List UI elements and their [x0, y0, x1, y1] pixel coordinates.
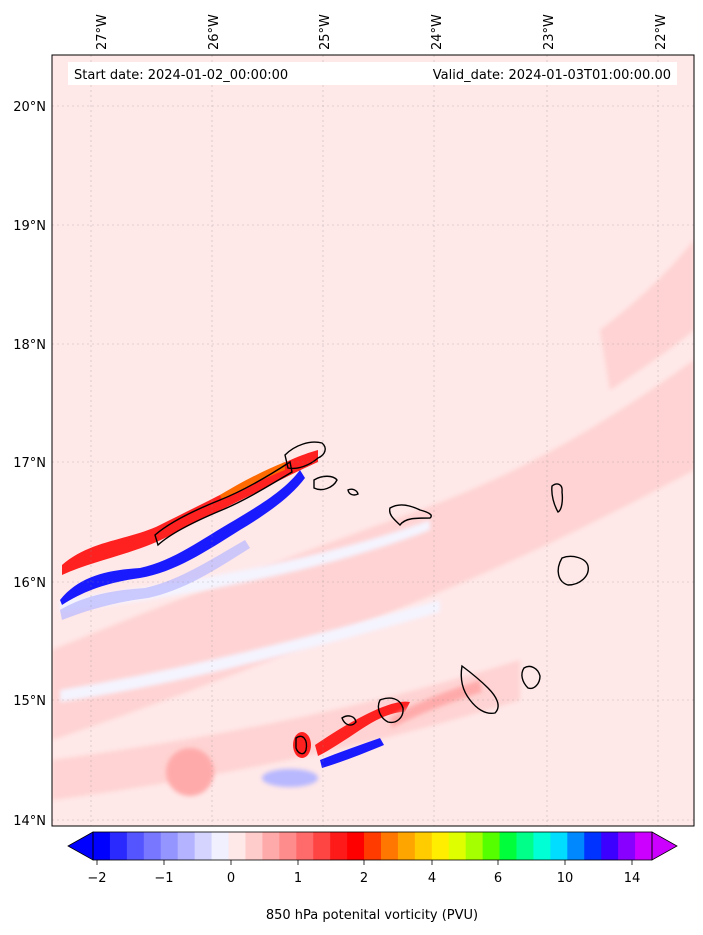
island-vortex-outline [295, 735, 308, 755]
valid-date-label: Valid_date: 2024-01-03T01:00:00.00 [433, 68, 671, 83]
date-header-box [68, 62, 677, 85]
vorticity-band-main [52, 360, 694, 740]
start-date-label: Start date: 2024-01-02_00:00:00 [74, 68, 288, 83]
colorbar-cell [414, 832, 433, 860]
island-sao-nicolau [388, 504, 432, 527]
island-santiago [460, 664, 499, 715]
lat-label: 20°N [13, 100, 46, 115]
island-ribbon-outline [154, 460, 293, 547]
lon-label: 24°W [430, 14, 445, 50]
colorbar-cell [262, 832, 280, 860]
map-panel [52, 55, 694, 826]
lon-label: 25°W [318, 14, 333, 50]
colorbar-cell [330, 832, 348, 860]
colorbar-cells [93, 832, 653, 860]
colorbar-cell [194, 832, 213, 860]
latitude-labels: 20°N 19°N 18°N 17°N 16°N 15°N 14°N [13, 100, 46, 829]
south-east-wake [390, 680, 482, 728]
colorbar-cell [550, 832, 568, 860]
lat-label: 17°N [13, 456, 46, 471]
colorbar-cell [465, 832, 484, 860]
lat-label: 16°N [13, 576, 46, 591]
colorbar-tick-label: 4 [428, 871, 436, 886]
colorbar-cell [499, 832, 517, 860]
colorbar-cell [245, 832, 263, 860]
vorticity-band-east [600, 240, 694, 390]
southern-positive-feature [315, 701, 410, 756]
colorbar-extend-high [651, 831, 678, 861]
colorbar-cell [347, 832, 365, 860]
negative-vorticity-halo [60, 540, 250, 620]
colorbar-frame [92, 831, 653, 861]
colorbar-cell [533, 832, 551, 860]
positive-vorticity-core [220, 462, 285, 500]
lat-label: 19°N [13, 219, 46, 234]
colorbar-tick-label: 0 [227, 871, 235, 886]
colorbar-cell [109, 832, 128, 860]
south-west-positive-blob [166, 748, 214, 796]
island-santa-luzia [347, 488, 359, 496]
colorbar-cell [160, 832, 179, 860]
island-sao-vicente [313, 475, 338, 491]
lat-label: 18°N [13, 338, 46, 353]
gridlines [52, 55, 694, 826]
colorbar-cell [313, 832, 331, 860]
map-frame [51, 54, 695, 827]
colorbar-cell [431, 832, 450, 860]
colorbar-tick-label: 10 [557, 871, 574, 886]
colorbar-tick-label: −1 [154, 871, 173, 886]
colorbar-cell [635, 832, 653, 860]
colorbar-tick-labels: −2 −1 0 1 2 4 6 10 14 [87, 871, 640, 886]
south-west-negative-blob [262, 769, 318, 787]
colorbar-cell [143, 832, 162, 860]
lon-label: 26°W [207, 14, 222, 50]
colorbar-ticks [96, 860, 633, 865]
colorbar-title: 850 hPa potenital vorticity (PVU) [266, 908, 478, 923]
colorbar-tick-label: 6 [494, 871, 502, 886]
negative-vorticity-ribbon [60, 470, 305, 605]
island-outlines [154, 441, 589, 755]
colorbar-cell [228, 832, 246, 860]
lon-label: 27°W [95, 14, 110, 50]
colorbar-cell [364, 832, 382, 860]
colorbar-cell [126, 832, 145, 860]
colorbar-cell [567, 832, 585, 860]
colorbar-tick-label: −2 [87, 871, 106, 886]
lat-label: 15°N [13, 694, 46, 709]
colorbar-cell [397, 832, 416, 860]
colorbar-tick-label: 2 [360, 871, 368, 886]
low-vorticity-stripe-2 [60, 600, 440, 702]
lon-label: 23°W [542, 14, 557, 50]
colorbar-cell [482, 832, 501, 860]
colorbar-cell [448, 832, 467, 860]
colorbar: −2 −1 0 1 2 4 6 10 14 850 hPa potenital … [67, 831, 678, 923]
colorbar-tick-label: 14 [624, 871, 641, 886]
colorbar-cell [93, 832, 111, 860]
colorbar-tick-label: 1 [294, 871, 302, 886]
colorbar-cell [516, 832, 534, 860]
island-fogo [377, 697, 404, 724]
colorbar-cell [211, 832, 230, 860]
island-maio [521, 665, 541, 690]
colorbar-cell [618, 832, 636, 860]
island-santo-antao [284, 441, 326, 470]
southern-negative-feature [320, 738, 384, 768]
longitude-labels: 27°W 26°W 25°W 24°W 23°W 22°W [95, 14, 669, 50]
lat-label: 14°N [13, 814, 46, 829]
colorbar-cell [296, 832, 314, 860]
island-brava [341, 715, 357, 726]
colorbar-cell [279, 832, 297, 860]
lon-label: 22°W [654, 14, 669, 50]
colorbar-cell [584, 832, 602, 860]
colorbar-cell [177, 832, 196, 860]
colorbar-extend-low [67, 831, 94, 861]
island-sal [551, 483, 564, 513]
colorbar-cell [380, 832, 399, 860]
colorbar-cell [601, 832, 619, 860]
island-boa-vista [557, 555, 589, 586]
